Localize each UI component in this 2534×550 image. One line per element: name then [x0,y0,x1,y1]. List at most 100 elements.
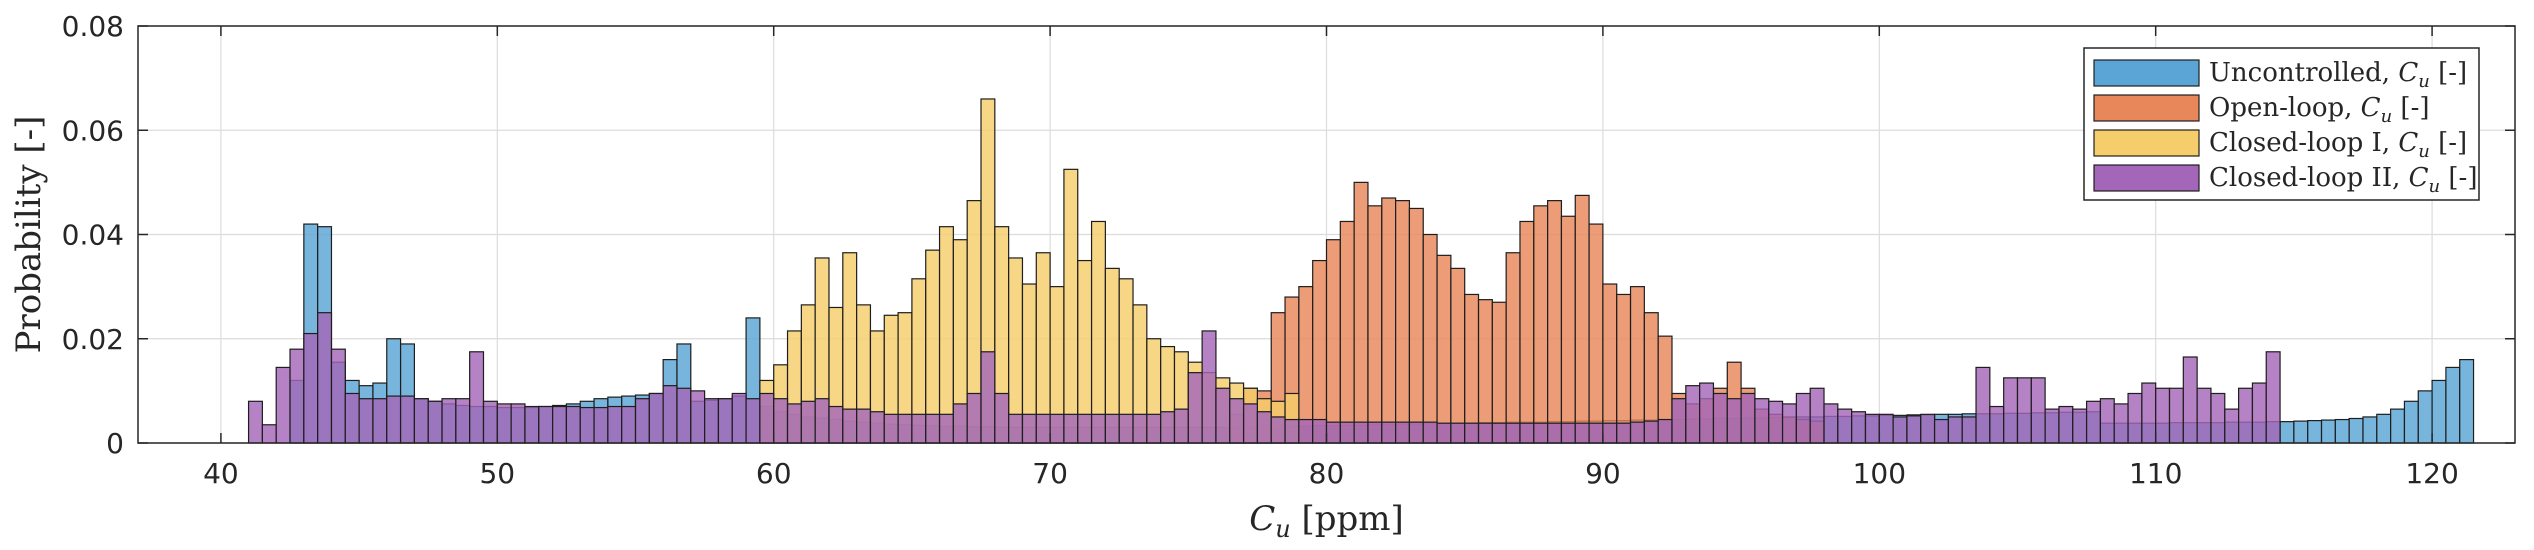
histogram-bar [275,366,291,444]
histogram-bar [593,406,609,444]
histogram-bar [1021,413,1037,444]
histogram-bar [261,424,277,444]
histogram-bar [1574,422,1590,444]
histogram-bar [2376,413,2392,444]
histogram-bar [1242,403,1259,444]
legend-label-var: C [2398,58,2418,88]
histogram-bar [994,392,1010,444]
histogram-bar [662,385,678,444]
histogram-bar [1381,197,1397,444]
histogram-bar [1892,416,1908,444]
histogram-bar [842,408,858,444]
histogram-bar [2320,419,2336,444]
histogram-bar [1173,408,1189,444]
histogram-bar [980,351,996,444]
histogram-bar [1491,422,1507,444]
histogram-bar [2431,379,2447,444]
histogram-bar [1864,413,1880,444]
x-tick-label: 50 [479,457,515,490]
histogram-bar [2445,366,2461,444]
legend-swatch [2093,59,2200,87]
histogram-bar [344,392,360,444]
histogram-bar [2279,421,2295,444]
histogram-bar [938,226,954,444]
histogram-bar [1450,267,1466,444]
histogram-bar [814,398,830,444]
histogram-bar [1491,301,1507,444]
histogram-bar [1035,413,1051,444]
histogram-bar [1090,413,1106,444]
histogram-bar [1284,418,1300,444]
histogram-bar [1629,286,1645,444]
histogram-bar [1201,330,1217,444]
legend-label-sub: u [2418,141,2430,162]
histogram-bar [1505,422,1521,444]
histogram-bar [1547,200,1563,444]
histogram-bar [510,403,526,444]
histogram-bar [441,398,457,444]
legend-label-sub: u [2418,71,2430,92]
histogram-bar [1298,418,1314,444]
histogram-bar [1574,194,1590,444]
histogram-bar [1408,207,1424,444]
histogram-bar [2072,408,2088,444]
histogram-bar [2168,387,2184,444]
histogram-bar [869,411,885,444]
histogram-bar [2113,403,2129,444]
histogram-bar [1339,220,1355,444]
histogram-bar [289,348,305,444]
histogram-bar [2085,400,2102,444]
histogram-bar [2058,405,2074,444]
histogram-bar [1795,392,1811,444]
histogram-bar [1118,413,1134,444]
histogram-bar [455,398,471,444]
histogram-bar [883,413,899,444]
histogram-bar [1629,421,1645,444]
histogram-bar [2210,392,2226,444]
histogram-bar [2044,408,2060,444]
x-axis-label: Cu [ppm] [1249,499,1404,543]
histogram-bar [2127,392,2143,444]
histogram-bar [1754,398,1770,444]
y-tick-label: 0.02 [62,323,124,356]
legend: Uncontrolled, Cu [-]Open-loop, Cu [-]Clo… [2083,47,2480,201]
histogram-bar [330,348,346,444]
x-tick-label: 60 [756,457,792,490]
x-tick-label: 40 [203,457,239,490]
histogram-bar [1602,422,1618,444]
histogram-bar [911,413,927,444]
histogram-bar [1160,411,1176,444]
histogram-bar [1961,416,1977,444]
histogram-bar [2224,408,2240,444]
histogram-bar [759,392,775,444]
histogram-bar [1837,408,1853,444]
histogram-bar [2390,408,2406,444]
histogram-bar [2182,356,2198,444]
histogram-bar [2003,377,2019,444]
histogram-bar [621,405,637,444]
y-tick-label: 0.08 [62,10,124,43]
histogram-bar [607,405,623,444]
histogram-bar [1325,421,1341,444]
histogram-bar [2334,418,2350,444]
x-tick-label: 70 [1032,457,1068,490]
histogram-bar [773,398,789,444]
x-axis-label-unit: [ppm] [1291,499,1404,539]
histogram-bar [2155,387,2171,444]
histogram-bar [1394,200,1411,444]
legend-swatch [2093,94,2200,122]
histogram-bar [1394,421,1411,444]
legend-label-unit: [-] [2430,128,2467,158]
histogram-bar [856,408,872,444]
histogram-bar [938,413,954,444]
series-open-loop [1229,181,1825,444]
histogram-bar [2251,382,2267,444]
y-tick-label: 0.04 [62,219,124,252]
histogram-bar [386,395,402,444]
legend-label: Open-loop, Cu [-] [2209,93,2430,127]
legend-label-unit: [-] [2440,163,2477,193]
histogram-bar [469,351,485,444]
histogram-bar [676,387,692,444]
legend-label-name: Uncontrolled, [2209,58,2398,88]
x-tick-label: 110 [2129,457,2182,490]
